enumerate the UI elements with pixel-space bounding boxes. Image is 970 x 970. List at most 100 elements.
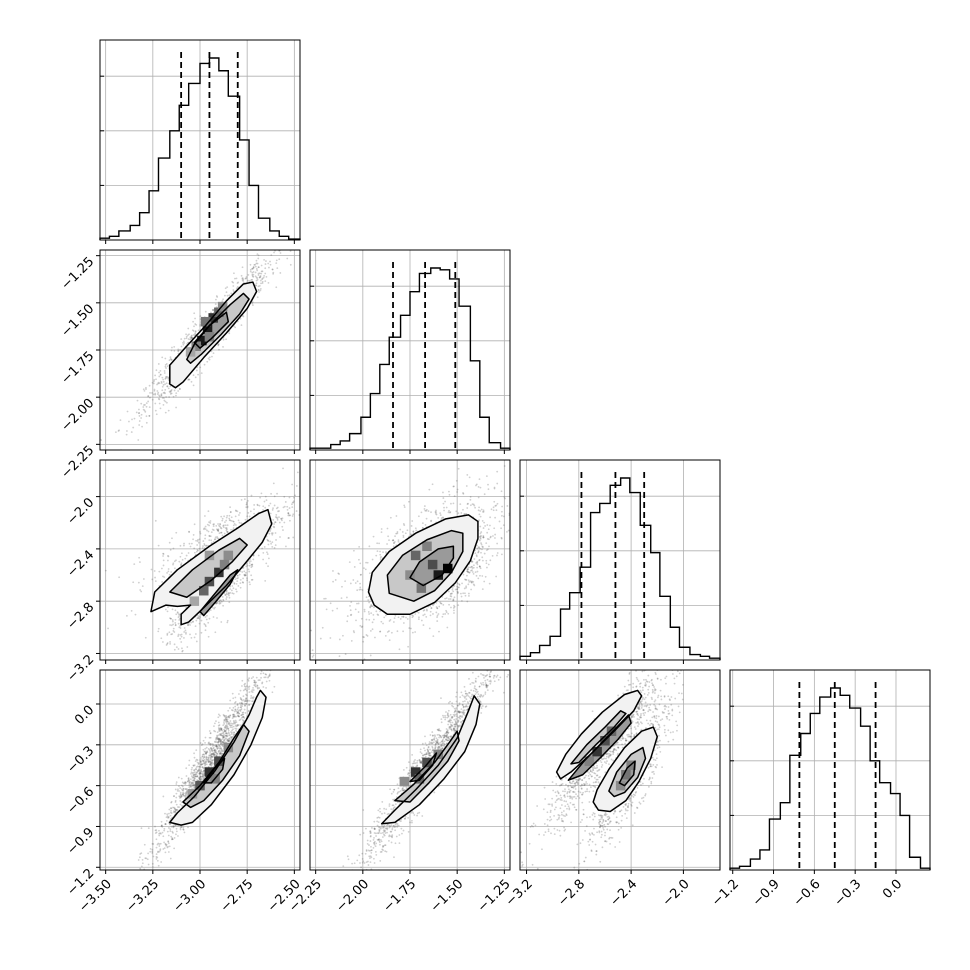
sample-point bbox=[143, 389, 146, 392]
sample-point bbox=[369, 604, 372, 607]
sample-point bbox=[492, 509, 495, 512]
sample-point bbox=[348, 561, 351, 564]
sample-point bbox=[219, 522, 221, 525]
sample-point bbox=[468, 476, 471, 479]
sample-point bbox=[235, 510, 238, 512]
sample-point bbox=[223, 532, 226, 535]
sample-point bbox=[425, 509, 428, 512]
sample-point bbox=[496, 502, 499, 505]
sample-point bbox=[251, 563, 253, 566]
sample-point bbox=[157, 627, 160, 630]
density-cell bbox=[199, 585, 209, 596]
contour-line bbox=[193, 311, 230, 349]
sample-point bbox=[254, 263, 257, 266]
contour-line bbox=[169, 537, 248, 599]
sample-point bbox=[169, 641, 171, 643]
sample-point bbox=[288, 507, 291, 509]
sample-point bbox=[196, 617, 199, 620]
sample-point bbox=[554, 534, 556, 536]
sample-point bbox=[256, 503, 259, 506]
sample-point bbox=[412, 530, 415, 533]
sample-point bbox=[375, 610, 378, 613]
sample-point bbox=[269, 530, 271, 533]
sample-point bbox=[435, 611, 438, 614]
sample-point bbox=[138, 408, 140, 411]
sample-point bbox=[161, 389, 164, 392]
sample-point bbox=[218, 532, 221, 535]
sample-point bbox=[206, 529, 208, 532]
sample-point bbox=[230, 516, 233, 519]
sample-point bbox=[154, 393, 157, 396]
sample-point bbox=[157, 382, 159, 385]
sample-point bbox=[397, 540, 400, 543]
sample-point bbox=[412, 615, 415, 617]
sample-point bbox=[190, 336, 193, 339]
sample-point bbox=[476, 570, 479, 573]
sample-point bbox=[171, 620, 174, 623]
sample-point bbox=[211, 528, 214, 531]
sample-point bbox=[170, 358, 173, 361]
sample-point bbox=[192, 620, 194, 623]
sample-point bbox=[269, 263, 272, 266]
sample-point bbox=[238, 573, 241, 576]
sample-point bbox=[451, 592, 453, 595]
sample-point bbox=[219, 523, 222, 526]
sample-point bbox=[479, 565, 481, 568]
sample-point bbox=[230, 589, 233, 592]
sample-point bbox=[158, 570, 161, 573]
sample-point bbox=[266, 551, 268, 554]
sample-point bbox=[236, 510, 239, 513]
sample-point bbox=[197, 538, 199, 541]
sample-point bbox=[292, 536, 295, 539]
sample-point bbox=[274, 532, 277, 534]
sample-point bbox=[392, 545, 395, 548]
sample-point bbox=[459, 503, 462, 505]
sample-point bbox=[264, 272, 267, 275]
sample-point bbox=[379, 553, 382, 556]
sample-point bbox=[546, 476, 548, 478]
sample-point bbox=[453, 495, 456, 497]
sample-point bbox=[260, 492, 263, 495]
sample-point bbox=[353, 566, 356, 568]
sample-point bbox=[137, 439, 140, 441]
sample-point bbox=[448, 493, 451, 496]
sample-point bbox=[187, 378, 190, 381]
sample-point bbox=[160, 637, 163, 640]
sample-point bbox=[476, 561, 479, 564]
sample-point bbox=[226, 514, 229, 517]
sample-point bbox=[276, 517, 279, 520]
sample-point bbox=[138, 420, 141, 422]
sample-point bbox=[435, 601, 438, 604]
sample-point bbox=[279, 272, 282, 274]
sample-point bbox=[148, 414, 151, 417]
sample-point bbox=[479, 515, 482, 518]
sample-point bbox=[487, 548, 489, 551]
sample-point bbox=[311, 649, 314, 652]
sample-point bbox=[172, 563, 174, 566]
sample-point bbox=[450, 606, 452, 609]
sample-point bbox=[435, 511, 437, 514]
sample-point bbox=[280, 518, 283, 520]
sample-point bbox=[152, 393, 155, 396]
sample-point bbox=[478, 478, 481, 481]
sample-point bbox=[248, 562, 251, 564]
panel-2-1 bbox=[310, 465, 556, 660]
sample-point bbox=[272, 482, 275, 485]
sample-point bbox=[177, 390, 180, 392]
sample-point bbox=[154, 402, 157, 405]
sample-point bbox=[359, 588, 362, 591]
sample-point bbox=[303, 218, 305, 220]
sample-point bbox=[216, 602, 219, 604]
sample-point bbox=[261, 278, 263, 281]
sample-point bbox=[156, 390, 159, 392]
sample-point bbox=[379, 558, 382, 561]
sample-point bbox=[439, 514, 442, 516]
sample-point bbox=[175, 559, 177, 562]
sample-point bbox=[345, 596, 348, 599]
sample-point bbox=[225, 338, 228, 341]
sample-point bbox=[195, 369, 198, 372]
sample-point bbox=[371, 605, 374, 608]
sample-point bbox=[462, 492, 465, 495]
sample-point bbox=[172, 623, 175, 626]
sample-point bbox=[153, 380, 155, 383]
